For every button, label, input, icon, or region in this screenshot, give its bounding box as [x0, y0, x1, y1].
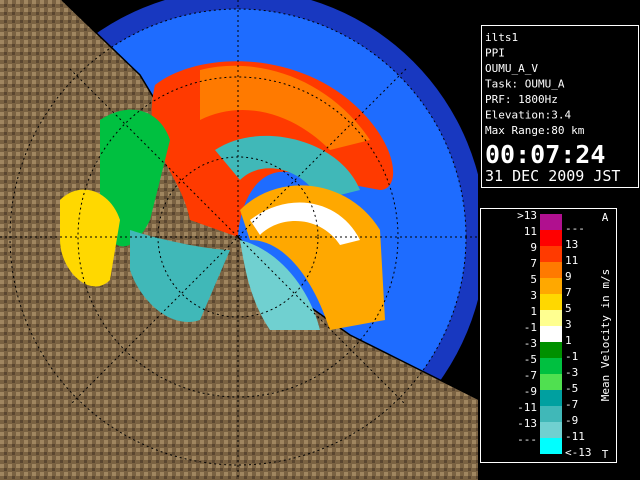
legend-left-label: 5 — [530, 273, 537, 286]
legend-swatch — [540, 246, 562, 262]
legend-left-label: 9 — [530, 241, 537, 254]
echo-approaching — [60, 189, 120, 287]
legend-top-mark: A — [602, 211, 609, 224]
info-line: Task: OUMU_A — [485, 78, 565, 91]
range-rings — [0, 0, 478, 480]
legend-swatch — [540, 438, 562, 454]
legend-right-label: -5 — [565, 382, 578, 395]
info-line: PPI — [485, 47, 505, 60]
legend-swatch — [540, 390, 562, 406]
legend-swatch — [540, 294, 562, 310]
legend-left-label: -9 — [524, 385, 537, 398]
echo-approaching — [200, 65, 370, 150]
legend-swatch — [540, 214, 562, 230]
echo-neutral — [250, 202, 360, 245]
date: 31 DEC 2009 JST — [485, 167, 620, 185]
legend-right-label: 5 — [565, 302, 572, 315]
legend-swatch — [540, 278, 562, 294]
info-line: OUMU_A_V — [485, 62, 538, 75]
legend-left-label: 7 — [530, 257, 537, 270]
legend-swatch — [540, 230, 562, 246]
legend-right-label: -11 — [565, 430, 585, 443]
legend-left-label: 3 — [530, 289, 537, 302]
legend-left-label: -13 — [517, 417, 537, 430]
legend-left-label: -11 — [517, 401, 537, 414]
legend-swatch — [540, 422, 562, 438]
echo-receding — [130, 230, 230, 322]
legend-left-label: 11 — [524, 225, 537, 238]
legend-left-label: -7 — [524, 369, 537, 382]
legend-left-label: -3 — [524, 337, 537, 350]
legend-swatch — [540, 342, 562, 358]
legend-right-label: 13 — [565, 238, 578, 251]
legend-right-label: 1 — [565, 334, 572, 347]
echo-receding — [100, 109, 170, 247]
time: 00:07:24 — [485, 140, 605, 169]
info-lines: ilts1 PPI OUMU_A_V Task: OUMU_A PRF: 1800Hz E… — [485, 31, 585, 137]
info-line: Max Range:80 km — [485, 124, 585, 137]
legend-right-label: 3 — [565, 318, 572, 331]
legend-right-label: -3 — [565, 366, 578, 379]
legend-right-label: 9 — [565, 270, 572, 283]
legend-left-label: -5 — [524, 353, 537, 366]
legend-left-label: --- — [517, 433, 537, 446]
legend-right-label: --- — [565, 222, 585, 235]
legend-left-label: -1 — [524, 321, 537, 334]
legend-right-label: -1 — [565, 350, 578, 363]
legend-swatch — [540, 326, 562, 342]
radar-map — [0, 0, 478, 480]
legend-swatch — [540, 374, 562, 390]
legend-left-label: 1 — [530, 305, 537, 318]
echo-receding — [240, 240, 320, 330]
info-line: PRF: 1800Hz — [485, 93, 558, 106]
legend-swatch — [540, 310, 562, 326]
info-line: ilts1 — [485, 31, 518, 44]
legend-swatch — [540, 406, 562, 422]
legend-bottom-mark: T — [602, 448, 609, 461]
legend-left-label: >13 — [517, 209, 537, 222]
legend-right-label: -9 — [565, 414, 578, 427]
legend-right-label: <-13 — [565, 446, 592, 459]
legend-swatch — [540, 358, 562, 374]
legend: >13---111391179573513-11-3-1-5-3-7-5-9-7… — [517, 209, 591, 459]
info-line: Elevation:3.4 — [485, 109, 571, 122]
legend-title: Mean Velocity in m/s — [599, 269, 612, 401]
legend-right-label: -7 — [565, 398, 578, 411]
legend-right-label: 11 — [565, 254, 578, 267]
legend-right-label: 7 — [565, 286, 572, 299]
info-panel — [481, 25, 639, 188]
legend-swatch — [540, 262, 562, 278]
